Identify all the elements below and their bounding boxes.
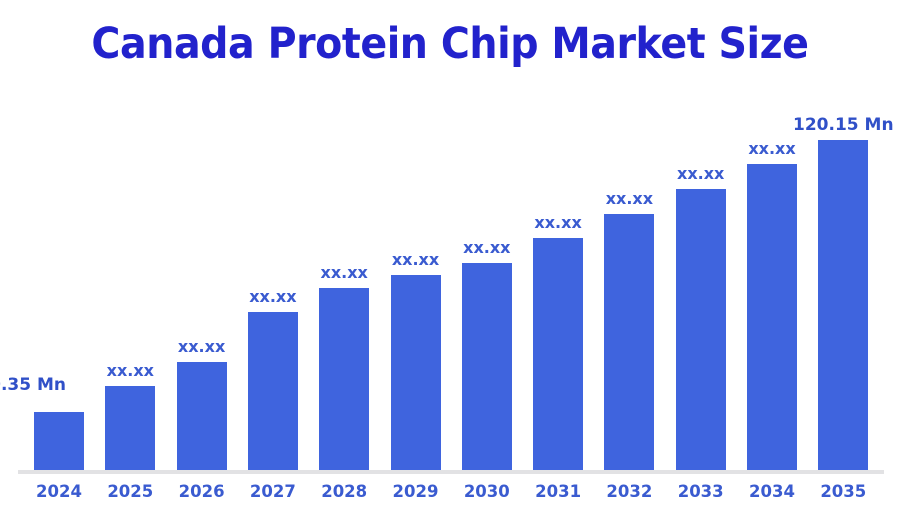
bar-value-label: 120.15 Mn bbox=[793, 115, 894, 135]
bar-placeholder-label: xx.xx bbox=[748, 139, 796, 158]
bar-value-label: 60.35 Mn bbox=[0, 375, 66, 395]
chart-title: Canada Protein Chip Market Size bbox=[91, 19, 809, 69]
bar[interactable] bbox=[247, 312, 298, 470]
bars-layer: 60.35 Mn xx.xx xx.xx xx.xx xx.xx xx.xx xx.xx xx… bbox=[0, 90, 900, 470]
x-tick-2026: 2026 bbox=[178, 482, 225, 501]
bar-placeholder-label: xx.xx bbox=[463, 238, 511, 257]
x-tick-2024: 2024 bbox=[36, 482, 82, 501]
x-tick-2027: 2027 bbox=[249, 482, 296, 501]
x-tick-2029: 2029 bbox=[392, 482, 439, 501]
plot-area: 60.35 Mn xx.xx xx.xx xx.xx xx.xx xx.xx xx.xx xx… bbox=[0, 90, 900, 474]
bar[interactable] bbox=[390, 275, 441, 470]
bar-placeholder-label: xx.xx bbox=[534, 213, 582, 232]
bar[interactable] bbox=[319, 288, 370, 470]
x-tick-2035: 2035 bbox=[820, 482, 867, 501]
bar-placeholder-label: xx.xx bbox=[106, 361, 154, 380]
bar-placeholder-label: xx.xx bbox=[391, 250, 440, 269]
bar[interactable] bbox=[176, 362, 227, 470]
bar[interactable] bbox=[105, 386, 156, 470]
bar-placeholder-label: xx.xx bbox=[677, 164, 725, 183]
x-tick-2034: 2034 bbox=[749, 482, 795, 501]
bar[interactable] bbox=[461, 263, 512, 470]
x-tick-2025: 2025 bbox=[107, 482, 154, 501]
bar-placeholder-label: xx.xx bbox=[320, 263, 368, 282]
x-axis-tick-labels: 2024 2025 2026 2027 2028 2029 2030 2031 2032 2033… bbox=[0, 481, 900, 511]
bar[interactable] bbox=[533, 238, 584, 470]
bar-placeholder-label: xx.xx bbox=[249, 287, 297, 306]
axis-baseline bbox=[18, 470, 884, 474]
bar[interactable] bbox=[604, 214, 655, 470]
x-tick-2031: 2031 bbox=[535, 482, 582, 501]
bar[interactable] bbox=[34, 412, 84, 470]
bar[interactable] bbox=[747, 164, 797, 470]
bar[interactable] bbox=[818, 140, 869, 470]
x-tick-2028: 2028 bbox=[321, 482, 368, 501]
x-tick-2030: 2030 bbox=[463, 482, 510, 501]
bar[interactable] bbox=[675, 189, 726, 470]
x-tick-2033: 2033 bbox=[677, 482, 724, 501]
bar-placeholder-label: xx.xx bbox=[605, 189, 654, 208]
x-tick-2032: 2032 bbox=[606, 482, 653, 501]
bar-placeholder-label: xx.xx bbox=[177, 337, 226, 356]
